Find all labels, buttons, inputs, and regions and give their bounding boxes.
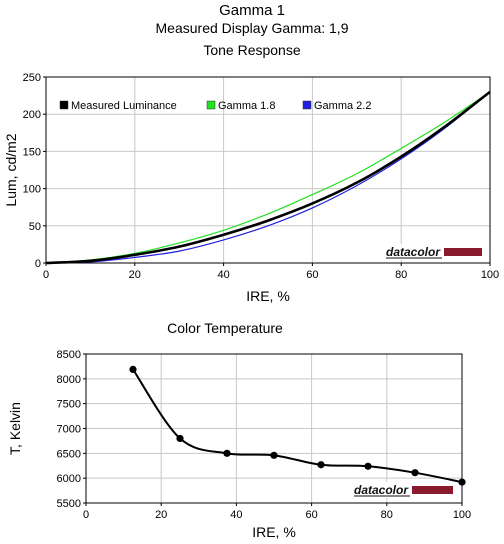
series-line-2 <box>45 91 491 264</box>
y-tick-label: 7000 <box>57 424 81 436</box>
chart-legend: Measured Luminance Gamma 1.8 Gamma 2.2 <box>59 100 371 112</box>
y-tick-label: 6500 <box>57 448 81 460</box>
legend-label: Gamma 1.8 <box>218 100 275 112</box>
legend-label: Measured Luminance <box>71 100 177 112</box>
plot-frame <box>85 353 463 504</box>
x-tick-label: 0 <box>83 509 89 521</box>
x-tick-label: 100 <box>481 269 499 281</box>
datacolor-badge-bar <box>412 486 453 494</box>
page-subtitle: Measured Display Gamma: 1,9 <box>155 20 349 36</box>
y-tick-label: 8500 <box>57 349 81 361</box>
temp-chart-title: Color Temperature <box>167 320 283 336</box>
data-point <box>411 469 419 477</box>
y-tick-label: 6000 <box>57 473 81 485</box>
datacolor-badge-text: datacolor <box>354 483 409 497</box>
legend-swatch <box>59 100 69 110</box>
y-tick-label: 5500 <box>57 498 81 510</box>
y-axis-label: T, Kelvin <box>7 402 23 455</box>
x-tick-label: 100 <box>453 509 471 521</box>
tone-response-chart: 0 20 40 60 80 100 0 50 100 150 200 250 IRE, % Lum, cd… <box>3 72 499 304</box>
datacolor-badge-bar <box>444 248 482 256</box>
data-point <box>176 434 184 443</box>
y-tick-label: 0 <box>35 258 41 270</box>
legend-swatch <box>206 100 216 110</box>
data-point <box>364 462 372 470</box>
page-title: Gamma 1 <box>219 2 285 19</box>
datacolor-badge: datacolor <box>384 244 486 260</box>
y-tick-label: 50 <box>29 221 41 233</box>
y-tick-label: 250 <box>23 72 41 84</box>
datacolor-badge-text: datacolor <box>386 245 441 259</box>
x-axis-label: IRE, % <box>246 288 290 304</box>
y-tick-label: 7500 <box>57 399 81 411</box>
y-tick-label: 8000 <box>57 374 81 386</box>
plot-area <box>46 77 490 263</box>
legend-swatch <box>302 100 312 110</box>
x-tick-label: 80 <box>395 269 407 281</box>
x-tick-label: 60 <box>306 269 318 281</box>
data-point <box>223 449 231 457</box>
x-tick-label: 80 <box>381 509 393 521</box>
data-point <box>317 461 325 469</box>
x-tick-label: 40 <box>217 269 229 281</box>
data-point <box>129 365 137 373</box>
y-axis-label: Lum, cd/m2 <box>3 133 19 206</box>
y-tick-label: 150 <box>23 146 41 158</box>
x-tick-label: 60 <box>305 509 317 521</box>
tone-chart-title: Tone Response <box>203 42 301 58</box>
y-tick-label: 200 <box>23 109 41 121</box>
x-tick-label: 0 <box>43 269 49 281</box>
x-axis-label: IRE, % <box>252 524 296 540</box>
data-point <box>458 478 466 486</box>
x-tick-label: 20 <box>155 509 167 521</box>
plot-frame <box>45 76 491 264</box>
y-tick-label: 100 <box>23 184 41 196</box>
series-line-0 <box>45 90 491 265</box>
color-temperature-chart: 0 20 40 60 80 100 5500 6000 6500 7000 7500 8000 8500… <box>7 349 471 540</box>
legend-label: Gamma 2.2 <box>314 100 371 112</box>
x-tick-label: 40 <box>230 509 242 521</box>
data-point <box>270 451 278 459</box>
x-tick-label: 20 <box>129 269 141 281</box>
datacolor-badge: datacolor <box>352 482 457 498</box>
